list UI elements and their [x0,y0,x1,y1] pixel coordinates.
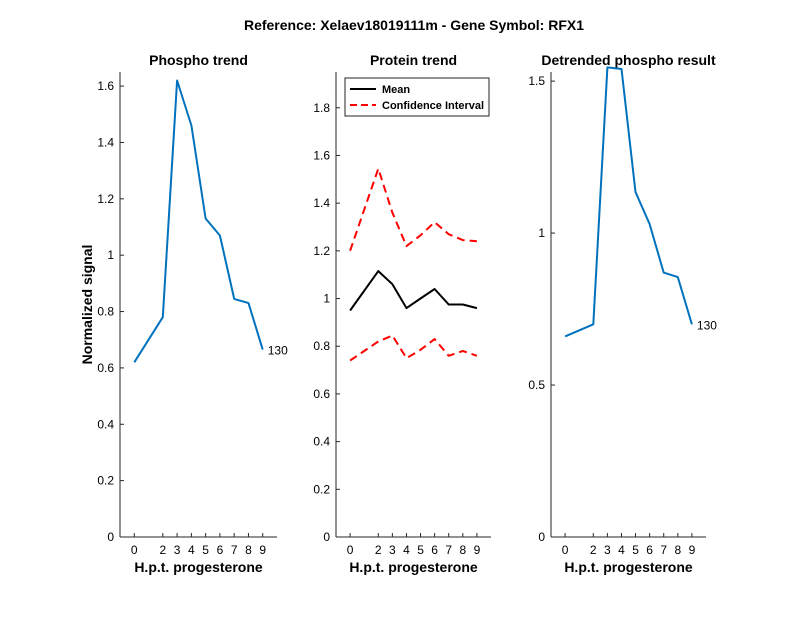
protein-trend-x-tick-label: 7 [445,543,452,557]
protein-trend-x-tick-label: 2 [375,543,382,557]
phospho-trend-y-tick-label: 1.4 [97,135,114,149]
protein-trend-legend-confidence-interval-label: Confidence Interval [382,100,484,112]
protein-trend-y-tick-label: 1.2 [313,244,330,258]
phospho-trend-y-tick-label: 1 [107,248,114,262]
phospho-trend-x-tick-label: 8 [245,543,252,557]
detrended-phospho-end-label: 130 [697,318,717,332]
phospho-trend-x-axis-label: H.p.t. progesterone [134,559,263,575]
protein-trend-series-2-line [349,334,478,362]
protein-trend-y-tick-label: 0.8 [313,339,330,353]
detrended-phospho-axes: 0 0.5 1 1.5 0 2 3 4 5 6 7 8 9 Detrended phospho resul… [528,52,717,575]
detrended-phospho-x-tick-label: 7 [660,543,667,557]
phospho-trend-axes: 0 0.2 0.4 0.6 0.8 1 1.2 1.4 1.6 0 2 3 4 5 6 7 8 9 Phospho … [79,52,288,575]
detrended-phospho-x-tick-label: 9 [689,543,696,557]
phospho-trend-x-tick-label: 2 [159,543,166,557]
protein-trend-y-tick-label: 0.4 [313,435,330,449]
detrended-phospho-y-tick-label: 0.5 [528,378,545,392]
protein-trend-y-tick-label: 0.2 [313,482,330,496]
phospho-trend-x-tick-label: 0 [131,543,138,557]
protein-trend-x-axis-label: H.p.t. progesterone [349,559,478,575]
phospho-trend-y-tick-label: 0.2 [97,474,114,488]
phospho-trend-series-0-line [133,79,264,363]
protein-trend-x-tick-label: 9 [474,543,481,557]
detrended-phospho-x-tick-label: 2 [590,543,597,557]
phospho-trend-y-tick-label: 1.6 [97,79,114,93]
protein-trend-y-tick-label: 1 [323,292,330,306]
phospho-trend-title: Phospho trend [149,52,248,68]
protein-trend-y-tick-label: 1.4 [313,196,330,210]
detrended-phospho-y-tick-label: 0 [538,530,545,544]
phospho-trend-x-tick-label: 4 [188,543,195,557]
protein-trend-mean-line [349,270,478,312]
protein-trend-x-tick-label: 0 [347,543,354,557]
phospho-trend-x-tick-label: 5 [202,543,209,557]
protein-trend-y-tick-label: 0 [323,530,330,544]
detrended-phospho-series-0-line [564,66,693,338]
protein-trend-x-tick-label: 4 [403,543,410,557]
protein-trend-x-tick-label: 5 [417,543,424,557]
phospho-trend-x-tick-label: 3 [174,543,181,557]
detrended-phospho-x-tick-label: 8 [674,543,681,557]
protein-trend-confidence-interval-line [349,167,477,252]
phospho-trend-y-tick-label: 0.6 [97,361,114,375]
phospho-trend-y-axis-label: Normalized signal [79,245,95,365]
phospho-trend-y-tick-label: 1.2 [97,192,114,206]
detrended-phospho-x-tick-label: 0 [562,543,569,557]
phospho-trend-x-tick-label: 7 [231,543,238,557]
detrended-phospho-x-tick-label: 3 [604,543,611,557]
detrended-phospho-x-tick-label: 6 [646,543,653,557]
protein-trend-x-tick-label: 6 [431,543,438,557]
protein-trend-y-tick-label: 1.8 [313,101,330,115]
detrended-phospho-x-tick-label: 5 [632,543,639,557]
protein-trend-title: Protein trend [370,52,457,68]
phospho-trend-end-label: 130 [268,344,288,358]
phospho-trend-x-tick-label: 9 [259,543,266,557]
detrended-phospho-x-tick-label: 4 [618,543,625,557]
protein-trend-x-tick-label: 3 [389,543,396,557]
detrended-phospho-y-tick-label: 1.5 [528,74,545,88]
phospho-trend-y-tick-label: 0.8 [97,305,114,319]
protein-trend-legend-box [344,77,490,117]
protein-trend-axes: 0 0.2 0.4 0.6 0.8 1 1.2 1.4 1.6 1.8 0 2 3 4 5 6 7 8 9 Prote… [313,52,491,575]
protein-trend-y-tick-label: 0.6 [313,387,330,401]
protein-trend-x-tick-label: 8 [459,543,466,557]
figure-title: Reference: Xelaev18019111m - Gene Symbol… [244,17,584,33]
protein-trend-y-tick-label: 1.6 [313,148,330,162]
phospho-trend-y-tick-label: 0.4 [97,417,114,431]
detrended-phospho-x-axis-label: H.p.t. progesterone [564,559,693,575]
phospho-trend-y-tick-label: 0 [107,530,114,544]
protein-trend-legend-mean-label: Mean [382,84,410,96]
detrended-phospho-y-tick-label: 1 [538,226,545,240]
detrended-phospho-title: Detrended phospho result [541,52,716,68]
phospho-trend-x-tick-label: 6 [217,543,224,557]
